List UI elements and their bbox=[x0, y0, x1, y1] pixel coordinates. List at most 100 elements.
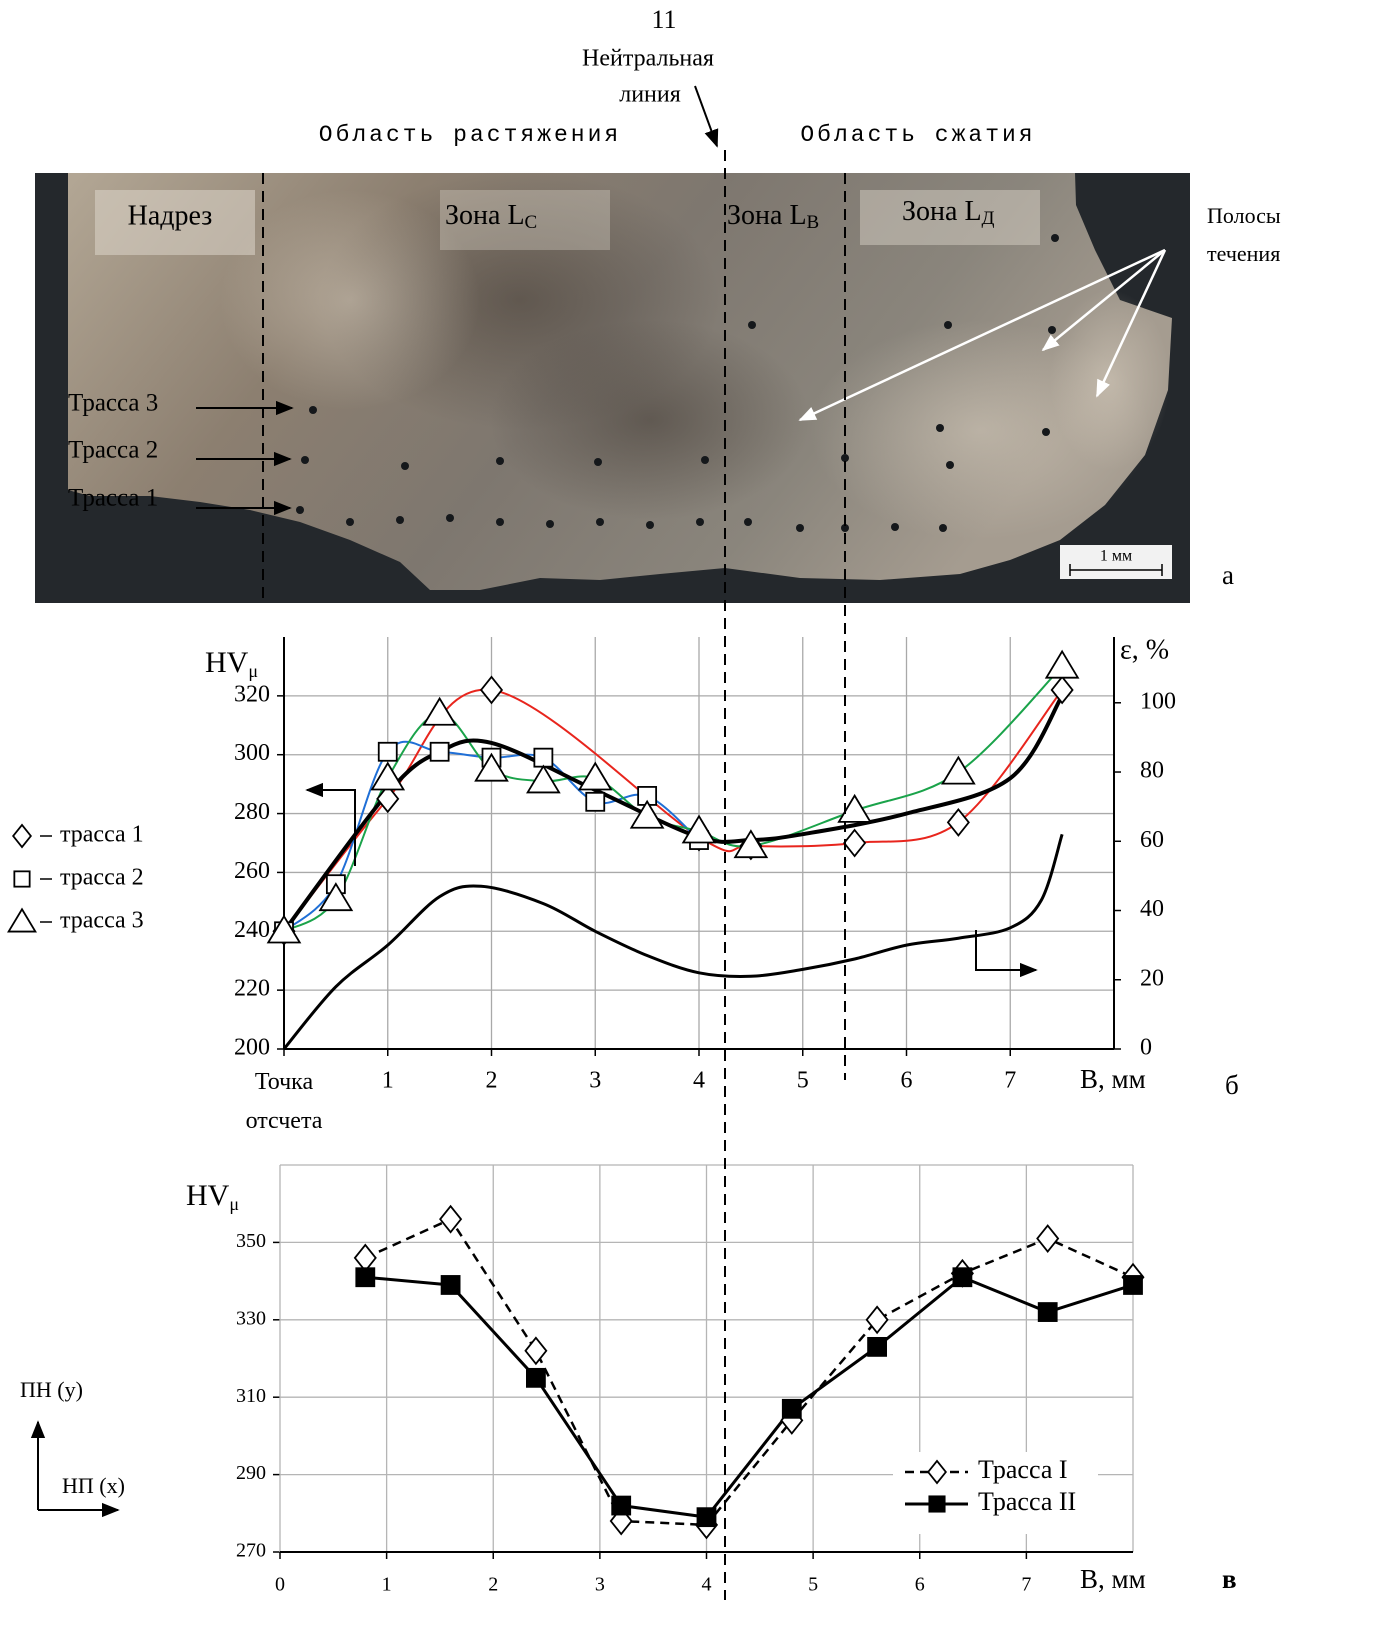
marker bbox=[474, 752, 509, 782]
x-tick-label: 1 bbox=[382, 1574, 392, 1596]
zone-label-main: Зона L bbox=[445, 200, 525, 231]
label-box bbox=[440, 190, 610, 250]
x-tick-label: 4 bbox=[693, 1068, 705, 1094]
series-line bbox=[282, 833, 1064, 1050]
marker bbox=[524, 1336, 548, 1366]
marker bbox=[952, 1267, 973, 1288]
y2-tick-label: 80 bbox=[1140, 758, 1164, 784]
track-label: Трасса 1 bbox=[68, 485, 158, 512]
indent-dot bbox=[936, 424, 944, 432]
x-tick-label: 6 bbox=[915, 1574, 925, 1596]
indent-dot bbox=[796, 524, 804, 532]
zone-label: Зона LД bbox=[902, 196, 995, 229]
indent-dot bbox=[946, 461, 954, 469]
zone-label-main: Зона L bbox=[902, 196, 982, 227]
marker bbox=[1044, 649, 1080, 679]
x-axis-label: B, мм bbox=[1080, 1564, 1146, 1594]
marker bbox=[696, 1507, 717, 1528]
legend-label: Трасса I bbox=[978, 1455, 1068, 1484]
axis-pointer bbox=[305, 782, 356, 866]
label-box bbox=[860, 190, 1040, 245]
series-line bbox=[365, 1275, 1134, 1519]
marker bbox=[1036, 1224, 1060, 1253]
marker bbox=[1050, 675, 1074, 705]
y-tick-label: 240 bbox=[234, 917, 270, 943]
marker bbox=[733, 829, 769, 859]
y-tick-label: 330 bbox=[236, 1307, 266, 1329]
neutral-line-label: линия bbox=[619, 82, 681, 108]
indent-dot bbox=[1048, 326, 1056, 334]
series-line bbox=[283, 665, 1063, 933]
indent-dot bbox=[346, 518, 354, 526]
y2-tick-label: 40 bbox=[1140, 896, 1164, 922]
marker bbox=[12, 823, 32, 849]
indent-dot bbox=[891, 523, 899, 531]
indent-dot bbox=[841, 454, 849, 462]
flow-arrow bbox=[798, 248, 1166, 422]
marker bbox=[526, 1367, 546, 1388]
marker bbox=[865, 1305, 889, 1335]
marker bbox=[941, 755, 976, 785]
marker bbox=[318, 882, 354, 912]
neutral-arrow bbox=[694, 85, 719, 148]
x-tick-label: 0 bbox=[275, 1574, 285, 1596]
y-tick-label: 300 bbox=[234, 740, 270, 766]
marker bbox=[611, 1495, 632, 1516]
indent-dot bbox=[748, 321, 756, 329]
legend-label: трасса 3 bbox=[60, 908, 144, 934]
flow-label: течения bbox=[1207, 241, 1280, 266]
flow-arrow bbox=[1041, 249, 1166, 352]
indent-dot bbox=[696, 518, 704, 526]
indent-dot bbox=[546, 520, 554, 528]
legend-box bbox=[893, 1452, 1098, 1534]
marker bbox=[1123, 1275, 1143, 1295]
flow-label: Полосы bbox=[1207, 203, 1281, 228]
track-label: Трасса 2 bbox=[68, 437, 158, 464]
track-label: Трасса 3 bbox=[68, 390, 158, 417]
indent-dot bbox=[701, 456, 709, 464]
y-axis-label: HVμ bbox=[186, 1179, 239, 1214]
y-tick-label: 270 bbox=[236, 1540, 266, 1562]
y-tick-label: 220 bbox=[234, 976, 270, 1002]
region-label: Область растяжения bbox=[319, 122, 621, 148]
x-tick-label: Точка отсчета bbox=[245, 1069, 323, 1134]
marker bbox=[927, 1459, 947, 1485]
y-axis-label-main: HV bbox=[205, 646, 249, 679]
region-label: Область сжатия bbox=[800, 122, 1035, 148]
marker bbox=[577, 761, 613, 791]
x-tick-label: 7 bbox=[1004, 1068, 1016, 1094]
marker bbox=[629, 799, 665, 829]
axis-pointer bbox=[975, 930, 1038, 978]
y-tick-label: 350 bbox=[236, 1230, 266, 1252]
marker bbox=[837, 793, 872, 823]
x-tick-label: 3 bbox=[589, 1068, 601, 1094]
indent-dot bbox=[496, 457, 504, 465]
y-tick-label: 320 bbox=[234, 681, 270, 707]
zone-label-sub: С bbox=[525, 212, 538, 233]
series-line bbox=[283, 688, 1063, 932]
marker bbox=[585, 791, 606, 812]
zone-label: Зона LВ bbox=[727, 200, 819, 233]
indent-dot bbox=[296, 506, 304, 514]
y-axis-label-sub: μ bbox=[248, 661, 258, 681]
zone-label-main: Зона L bbox=[727, 200, 807, 231]
x-tick-label: Точка отсчета bbox=[245, 1069, 323, 1134]
micrograph: Надрез Зона LС Зона LВ Зона LД Трасса 3 … bbox=[35, 170, 1190, 603]
marker bbox=[355, 1267, 376, 1288]
chart: 270 290 310 330 350 0 1 2 3 4 5 6 7 HVμ B, мм Трасса I Т… bbox=[186, 1164, 1146, 1596]
indent-dot bbox=[939, 524, 947, 532]
marker bbox=[533, 747, 554, 768]
marker bbox=[440, 1275, 461, 1295]
texture bbox=[220, 190, 480, 410]
y-tick-label: 200 bbox=[234, 1035, 270, 1061]
scale-bar bbox=[1069, 564, 1163, 576]
y2-tick-label: 20 bbox=[1140, 965, 1164, 991]
chart: 200 220 240 260 280 300 320 0 20 40 60 80 100 Точка о… bbox=[7, 634, 1176, 1134]
indent-dot bbox=[1051, 234, 1059, 242]
y-tick-label: 280 bbox=[234, 799, 270, 825]
indent-dot bbox=[401, 462, 409, 470]
y2-tick-label: 100 bbox=[1140, 688, 1176, 714]
